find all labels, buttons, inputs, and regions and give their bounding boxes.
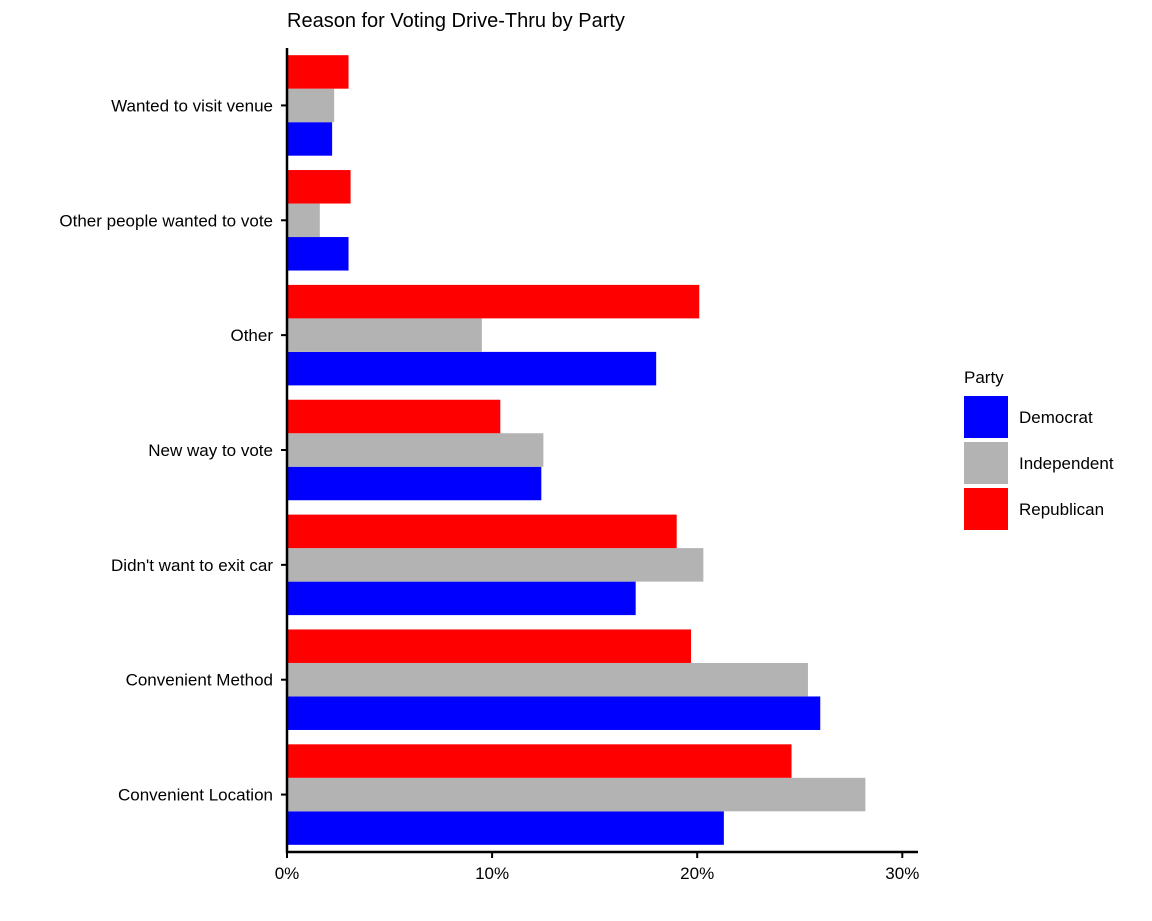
legend-swatch-independent <box>964 442 1008 484</box>
x-tick-label: 0% <box>275 864 300 883</box>
bar-democrat-2 <box>287 696 821 730</box>
bar-independent-3 <box>287 548 704 582</box>
y-tick-label: Wanted to visit venue <box>111 96 273 115</box>
bar-republican-6 <box>287 170 351 204</box>
bar-republican-1 <box>287 744 792 778</box>
legend: Party Democrat Independent Republican <box>964 368 1114 530</box>
y-tick-label: Other people wanted to vote <box>59 211 273 230</box>
bar-democrat-5 <box>287 351 657 386</box>
bar-democrat-3 <box>287 581 636 616</box>
x-tick-label: 20% <box>680 864 714 883</box>
bar-independent-5 <box>287 318 482 352</box>
bar-republican-7 <box>287 55 349 89</box>
bar-democrat-7 <box>287 122 333 156</box>
bars-group <box>287 55 866 845</box>
y-tick-label: Didn't want to exit car <box>111 556 273 575</box>
x-tick-label: 30% <box>885 864 919 883</box>
y-tick-label: Convenient Location <box>118 786 273 805</box>
y-tick-label: Other <box>230 326 273 345</box>
bar-independent-6 <box>287 203 320 238</box>
bar-republican-4 <box>287 399 501 434</box>
bar-independent-7 <box>287 88 335 123</box>
bar-democrat-1 <box>287 811 724 845</box>
legend-swatch-democrat <box>964 396 1008 438</box>
bar-republican-5 <box>287 284 700 319</box>
bar-independent-4 <box>287 433 544 467</box>
legend-label-democrat: Democrat <box>1019 408 1093 427</box>
legend-title: Party <box>964 368 1004 387</box>
x-axis: 0% 10% 20% 30% <box>275 850 919 883</box>
bar-independent-2 <box>287 662 808 697</box>
legend-swatch-republican <box>964 488 1008 530</box>
legend-label-republican: Republican <box>1019 500 1104 519</box>
legend-label-independent: Independent <box>1019 454 1114 473</box>
bar-republican-2 <box>287 629 692 663</box>
bar-democrat-4 <box>287 466 542 501</box>
y-axis: Convenient Location Convenient Method Didn… <box>59 48 289 853</box>
y-tick-label: Convenient Method <box>126 671 273 690</box>
bar-independent-1 <box>287 777 866 812</box>
y-tick-label: New way to vote <box>148 441 273 460</box>
x-tick-label: 10% <box>475 864 509 883</box>
bar-republican-3 <box>287 514 677 549</box>
chart-title: Reason for Voting Drive-Thru by Party <box>287 10 625 32</box>
bar-democrat-6 <box>287 237 349 271</box>
